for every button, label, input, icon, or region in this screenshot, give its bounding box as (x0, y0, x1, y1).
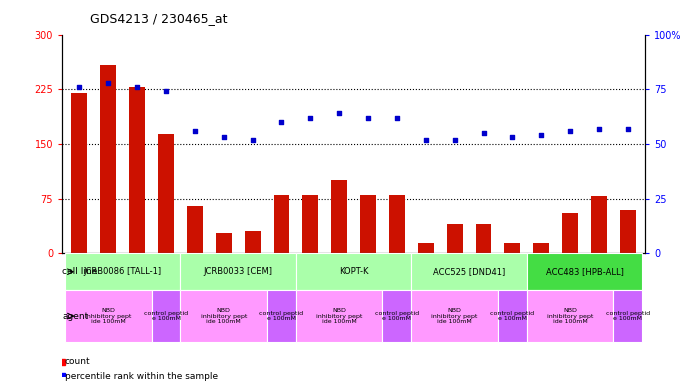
Bar (187, 206, 203, 253)
Bar (411, 290, 498, 342)
Point (334, 110, 345, 116)
Bar (152, 290, 181, 342)
Bar (591, 197, 607, 253)
Bar (331, 180, 347, 253)
Point (391, 114, 402, 121)
Bar (498, 290, 526, 342)
Text: control peptid
e 100mM: control peptid e 100mM (375, 311, 419, 321)
Text: ACC525 [DND41]: ACC525 [DND41] (433, 267, 505, 276)
Bar (620, 210, 635, 253)
Point (189, 128, 200, 134)
Text: ACC483 [HPB-ALL]: ACC483 [HPB-ALL] (546, 267, 624, 276)
Bar (446, 224, 462, 253)
Text: agent: agent (62, 311, 88, 321)
Bar (418, 243, 434, 253)
Text: KOPT-K: KOPT-K (339, 267, 368, 276)
Bar (360, 195, 376, 253)
Bar (100, 65, 116, 253)
Bar (562, 213, 578, 253)
Bar (296, 253, 411, 290)
Point (478, 130, 489, 136)
Point (420, 136, 431, 142)
Bar (181, 253, 296, 290)
Bar (526, 290, 613, 342)
Bar (273, 195, 289, 253)
Text: control peptid
e 100mM: control peptid e 100mM (606, 311, 650, 321)
Bar (129, 87, 145, 253)
Bar (158, 134, 174, 253)
Text: cell line: cell line (62, 267, 98, 276)
Point (564, 128, 575, 134)
Point (535, 132, 546, 138)
Text: NBD
inhibitory pept
ide 100mM: NBD inhibitory pept ide 100mM (431, 308, 478, 324)
Point (247, 136, 258, 142)
Point (593, 126, 604, 132)
Bar (475, 224, 491, 253)
Point (132, 84, 143, 90)
Bar (296, 290, 382, 342)
Text: GDS4213 / 230465_at: GDS4213 / 230465_at (90, 12, 227, 25)
Bar (504, 243, 520, 253)
Bar (216, 233, 232, 253)
Bar (65, 253, 181, 290)
Bar (613, 290, 642, 342)
Text: control peptid
e 100mM: control peptid e 100mM (259, 311, 304, 321)
Bar (65, 290, 152, 342)
Bar (533, 243, 549, 253)
Point (161, 88, 172, 94)
Bar (526, 253, 642, 290)
Text: JCRB0033 [CEM]: JCRB0033 [CEM] (204, 267, 273, 276)
Point (362, 114, 373, 121)
Bar (382, 290, 411, 342)
Bar (302, 195, 318, 253)
Bar (267, 290, 296, 342)
Text: control peptid
e 100mM: control peptid e 100mM (491, 311, 535, 321)
Point (305, 114, 316, 121)
Bar (72, 93, 88, 253)
Point (218, 134, 229, 141)
Text: NBD
inhibitory pept
ide 100mM: NBD inhibitory pept ide 100mM (547, 308, 593, 324)
Point (449, 136, 460, 142)
Bar (411, 253, 526, 290)
Text: percentile rank within the sample: percentile rank within the sample (65, 372, 218, 381)
Point (103, 79, 114, 86)
Point (74, 84, 85, 90)
Bar (181, 290, 267, 342)
Text: NBD
inhibitory pept
ide 100mM: NBD inhibitory pept ide 100mM (85, 308, 132, 324)
Text: control peptid
e 100mM: control peptid e 100mM (144, 311, 188, 321)
Bar (389, 195, 405, 253)
Point (622, 126, 633, 132)
Text: NBD
inhibitory pept
ide 100mM: NBD inhibitory pept ide 100mM (201, 308, 247, 324)
Point (276, 119, 287, 125)
Point (507, 134, 518, 141)
Text: NBD
inhibitory pept
ide 100mM: NBD inhibitory pept ide 100mM (316, 308, 362, 324)
Text: count: count (65, 357, 90, 366)
Text: JCRB0086 [TALL-1]: JCRB0086 [TALL-1] (83, 267, 161, 276)
Bar (245, 232, 261, 253)
